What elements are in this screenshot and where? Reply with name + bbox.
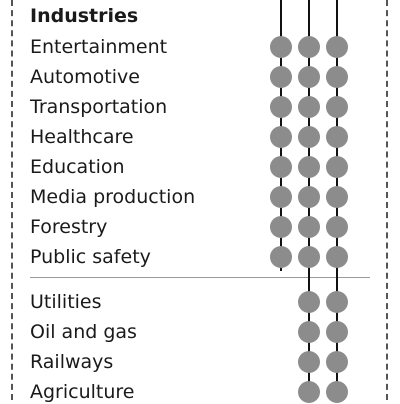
right-dashed-border (386, 0, 388, 400)
industry-label-education: Education (30, 156, 125, 178)
dot-utilities-col-2 (298, 291, 320, 313)
dot-public-safety-col-2 (298, 246, 320, 268)
industry-label-forestry: Forestry (30, 216, 108, 238)
dot-public-safety-col-1 (270, 246, 292, 268)
dot-healthcare-col-3 (326, 126, 348, 148)
dot-automotive-col-1 (270, 66, 292, 88)
industry-label-public-safety: Public safety (30, 246, 151, 268)
dot-education-col-3 (326, 156, 348, 178)
dot-utilities-col-3 (326, 291, 348, 313)
group-separator (30, 277, 370, 278)
industry-label-transportation: Transportation (30, 96, 168, 118)
industry-label-entertainment: Entertainment (30, 36, 168, 58)
dot-entertainment-col-2 (298, 36, 320, 58)
industry-label-agriculture: Agriculture (30, 381, 135, 403)
dot-oil-and-gas-col-3 (326, 321, 348, 343)
dot-media-production-col-3 (326, 186, 348, 208)
dot-oil-and-gas-col-2 (298, 321, 320, 343)
dot-healthcare-col-2 (298, 126, 320, 148)
dot-entertainment-col-1 (270, 36, 292, 58)
industry-label-oil-and-gas: Oil and gas (30, 321, 137, 343)
industry-label-railways: Railways (30, 351, 114, 373)
dot-forestry-col-2 (298, 216, 320, 238)
dot-media-production-col-1 (270, 186, 292, 208)
dot-agriculture-col-2 (298, 381, 320, 403)
dot-media-production-col-2 (298, 186, 320, 208)
dot-railways-col-2 (298, 351, 320, 373)
dot-agriculture-col-3 (326, 381, 348, 403)
industry-label-healthcare: Healthcare (30, 126, 134, 148)
dot-transportation-col-1 (270, 96, 292, 118)
dot-automotive-col-3 (326, 66, 348, 88)
dot-transportation-col-2 (298, 96, 320, 118)
dot-automotive-col-2 (298, 66, 320, 88)
dot-public-safety-col-3 (326, 246, 348, 268)
industries-heading: Industries (30, 5, 139, 27)
industry-label-utilities: Utilities (30, 291, 102, 313)
industry-label-media-production: Media production (30, 186, 196, 208)
left-dashed-border (11, 0, 13, 400)
industry-label-automotive: Automotive (30, 66, 140, 88)
dot-transportation-col-3 (326, 96, 348, 118)
dot-forestry-col-1 (270, 216, 292, 238)
dot-railways-col-3 (326, 351, 348, 373)
dot-healthcare-col-1 (270, 126, 292, 148)
dot-forestry-col-3 (326, 216, 348, 238)
dot-education-col-1 (270, 156, 292, 178)
dot-entertainment-col-3 (326, 36, 348, 58)
dot-education-col-2 (298, 156, 320, 178)
